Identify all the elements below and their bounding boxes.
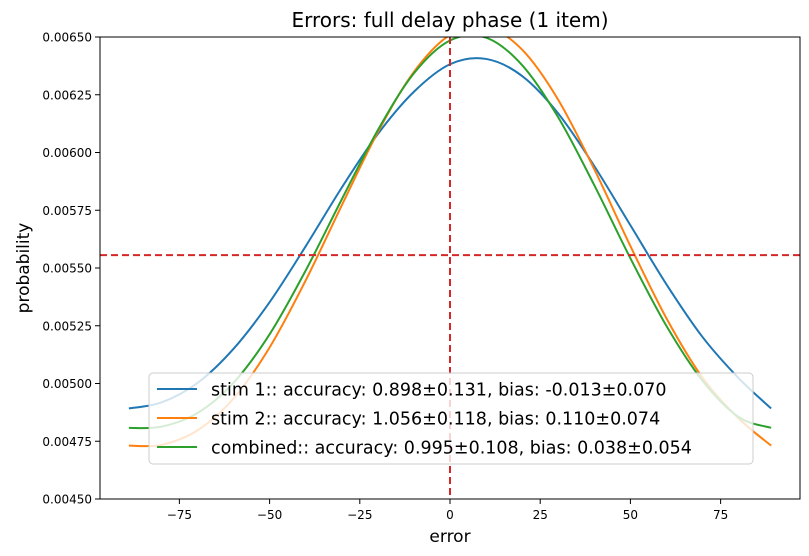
- x-tick-label: −50: [257, 508, 282, 522]
- axes: −75 −50 −25 0 25 50 75 0.00450 0.00475 0.00500 0.0…: [42, 31, 801, 522]
- y-tick-label: 0.00625: [42, 88, 92, 102]
- legend-entry-2: stim 2:: accuracy: 1.056±0.118, bias: 0.…: [211, 410, 660, 430]
- series-line-1: [128, 57, 772, 410]
- y-tick-label: 0.00500: [42, 377, 92, 391]
- x-tick-label: 75: [713, 508, 728, 522]
- y-tick-label: 0.00650: [42, 31, 92, 45]
- chart-title: Errors: full delay phase (1 item): [291, 8, 608, 32]
- legend-box: [148, 372, 754, 465]
- y-tick-label: 0.00600: [42, 146, 92, 160]
- x-tick-label: 25: [533, 508, 548, 522]
- y-tick-label: 0.00550: [42, 262, 92, 276]
- legend-entry-3: combined:: accuracy: 0.995±0.108, bias: …: [211, 439, 692, 459]
- y-axis-label: probability: [14, 223, 34, 314]
- y-tick-label: 0.00450: [42, 493, 92, 507]
- x-tick-label: −25: [347, 508, 372, 522]
- y-tick-label: 0.00475: [42, 435, 92, 449]
- legend-entry-1: stim 1:: accuracy: 0.898±0.131, bias: -0…: [211, 381, 667, 401]
- y-tick-label: 0.00525: [42, 319, 92, 333]
- x-axis-label: error: [429, 527, 470, 547]
- x-tick-label: 50: [623, 508, 638, 522]
- x-tick-label: 0: [446, 508, 454, 522]
- x-tick-label: −75: [167, 508, 192, 522]
- y-tick-label: 0.00575: [42, 204, 92, 218]
- legend: stim 1:: accuracy: 0.898±0.131, bias: -0…: [148, 372, 754, 465]
